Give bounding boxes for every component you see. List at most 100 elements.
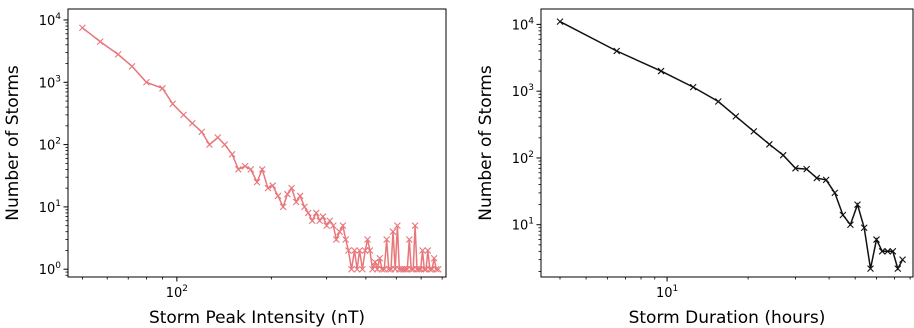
data-point xyxy=(264,184,272,192)
data-point xyxy=(407,265,415,273)
y-tick-label: 104 xyxy=(512,16,535,33)
data-point xyxy=(732,112,740,120)
plot-frame xyxy=(540,8,914,278)
data-point xyxy=(323,222,331,230)
data-point xyxy=(356,247,363,254)
x-axis-label: Storm Peak Intensity (nT) xyxy=(149,308,365,328)
data-point xyxy=(366,247,374,254)
data-point xyxy=(348,265,355,273)
data-point xyxy=(253,178,261,186)
data-point xyxy=(198,128,206,136)
data-point xyxy=(689,83,697,91)
y-axis-label: Number of Storms xyxy=(3,65,23,221)
data-point xyxy=(878,247,886,255)
data-point xyxy=(214,134,222,141)
plot-frame xyxy=(67,8,447,278)
data-point xyxy=(779,151,787,159)
data-point xyxy=(750,127,758,135)
data-point xyxy=(316,217,324,225)
data-point xyxy=(393,222,401,230)
data-point xyxy=(405,236,413,243)
y-tick-label: 104 xyxy=(39,12,62,29)
data-point xyxy=(312,209,320,217)
data-point xyxy=(228,150,236,158)
data-point xyxy=(180,111,187,119)
y-axis-label: Number of Storms xyxy=(476,65,496,221)
data-point xyxy=(389,228,397,236)
data-point xyxy=(854,201,861,209)
data-point xyxy=(860,224,868,232)
series-line xyxy=(81,27,439,273)
x-tick-label: 101 xyxy=(656,284,678,301)
y-tick-label: 103 xyxy=(512,83,534,100)
data-point xyxy=(143,78,150,86)
data-point xyxy=(258,166,266,173)
data-point xyxy=(128,62,136,70)
data-point xyxy=(78,24,86,32)
data-point xyxy=(269,182,277,189)
data-point xyxy=(371,258,379,266)
data-point xyxy=(432,265,440,273)
data-point xyxy=(415,265,423,273)
y-tick-label: 103 xyxy=(39,74,61,91)
data-point xyxy=(434,265,442,273)
data-point xyxy=(326,217,334,225)
data-point xyxy=(332,236,340,243)
data-point xyxy=(288,184,295,192)
data-point xyxy=(304,209,312,217)
data-point xyxy=(342,236,350,243)
data-point xyxy=(359,265,366,273)
data-point xyxy=(894,265,902,273)
data-point xyxy=(301,203,308,211)
data-point xyxy=(159,84,166,92)
data-point xyxy=(284,190,291,198)
y-tick-label: 102 xyxy=(39,137,61,154)
data-point xyxy=(353,265,361,273)
data-point xyxy=(424,247,432,254)
data-point xyxy=(279,203,287,211)
data-point xyxy=(241,162,249,170)
data-point xyxy=(899,256,906,264)
data-point xyxy=(831,189,839,197)
data-point xyxy=(430,254,438,262)
data-point xyxy=(420,265,428,273)
data-point xyxy=(401,265,409,273)
data-point xyxy=(345,247,352,254)
data-point xyxy=(336,228,344,236)
data-point xyxy=(867,265,874,273)
data-point xyxy=(657,67,665,75)
data-point xyxy=(884,247,892,255)
data-point xyxy=(889,247,897,255)
series-line xyxy=(559,20,904,271)
data-point xyxy=(329,222,337,230)
data-point xyxy=(822,176,830,184)
data-point xyxy=(274,192,282,200)
y-tick-label: 101 xyxy=(39,199,61,216)
data-point xyxy=(296,192,304,200)
intensity-chart: 102 100 101 102 103 104 Storm Peak Intensity (… xyxy=(3,8,447,328)
x-axis-label: Storm Duration (hours) xyxy=(629,308,826,328)
data-point xyxy=(292,198,300,206)
y-tick-label: 102 xyxy=(512,150,534,167)
data-point xyxy=(234,166,242,173)
data-point xyxy=(419,247,426,254)
data-point xyxy=(613,47,621,55)
data-point xyxy=(206,141,213,148)
data-point xyxy=(378,265,386,273)
data-point xyxy=(169,100,177,108)
y-tick-label: 101 xyxy=(512,217,534,234)
data-point xyxy=(247,166,255,173)
duration-chart: 101 101 102 103 104 Storm Duration (hours) Num… xyxy=(476,8,914,328)
data-point xyxy=(319,213,327,220)
data-point xyxy=(96,38,104,45)
data-point xyxy=(188,119,196,127)
data-point xyxy=(873,236,880,243)
data-point xyxy=(803,165,811,173)
data-point xyxy=(308,217,316,225)
data-point xyxy=(364,236,371,243)
data-point xyxy=(766,140,773,148)
data-point xyxy=(426,265,434,273)
data-point xyxy=(339,222,347,230)
data-point xyxy=(847,221,854,229)
